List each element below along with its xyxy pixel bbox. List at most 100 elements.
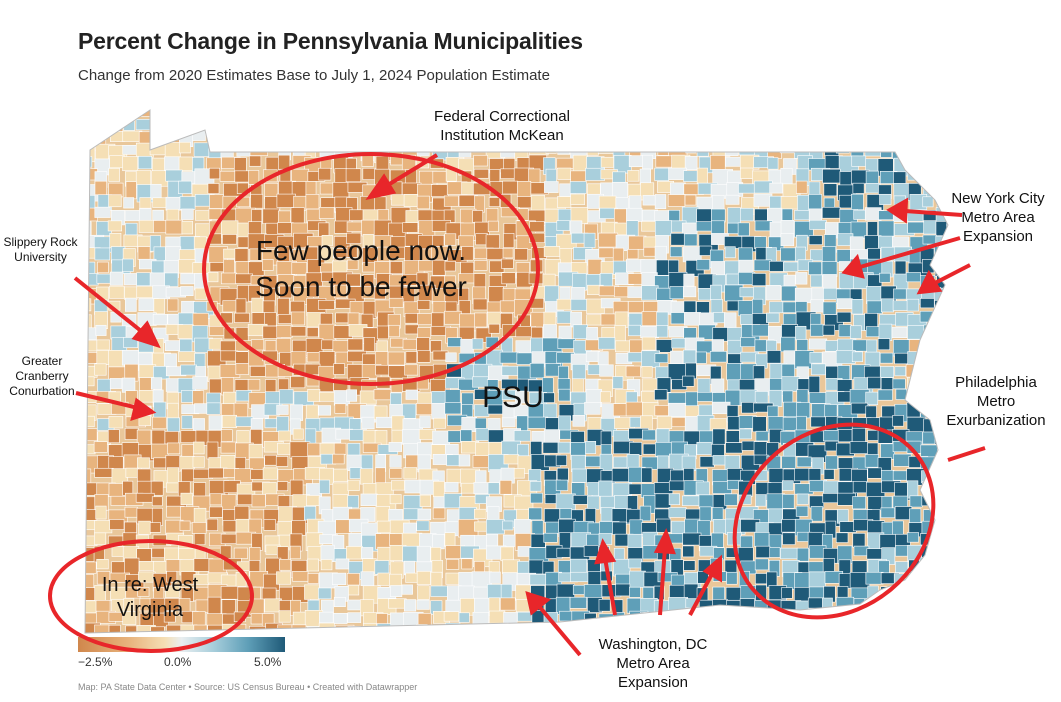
municipality-cell (849, 131, 867, 143)
municipality-cell (727, 637, 738, 647)
municipality-cell (417, 327, 431, 339)
municipality-cell (471, 338, 484, 350)
municipality-cell (782, 118, 801, 130)
municipality-cell (96, 273, 112, 284)
annotation-circles (48, 152, 936, 653)
municipality-cell (557, 441, 571, 454)
municipality-cell (628, 558, 642, 569)
municipality-cell (389, 261, 403, 275)
municipality-cell (375, 640, 388, 652)
municipality-cell (85, 273, 99, 286)
municipality-cell (695, 481, 710, 496)
municipality-cell (880, 638, 895, 654)
municipality-cell (769, 182, 783, 194)
municipality-cell (668, 507, 687, 518)
municipality-cell (656, 428, 670, 444)
municipality-cell (276, 325, 293, 338)
municipality-cell (655, 442, 672, 457)
municipality-cell (192, 390, 205, 406)
municipality-cell (137, 246, 151, 260)
municipality-cell (769, 131, 787, 145)
municipality-cell (877, 389, 893, 401)
municipality-cell (906, 613, 924, 625)
municipality-cell (502, 520, 514, 531)
municipality-cell (600, 622, 612, 633)
municipality-cell (374, 128, 388, 144)
municipality-cell (318, 405, 331, 416)
municipality-cell (404, 364, 419, 376)
municipality-cell (318, 622, 335, 633)
municipality-cell (206, 392, 221, 405)
municipality-cell (849, 325, 862, 339)
municipality-cell (909, 132, 925, 143)
municipality-cell (192, 116, 211, 126)
municipality-cell (222, 414, 237, 428)
municipality-cell (443, 195, 459, 207)
municipality-cell (767, 639, 786, 656)
municipality-cell (781, 285, 798, 302)
municipality-cell (794, 637, 810, 653)
municipality-cell (795, 325, 807, 341)
municipality-cell (641, 467, 653, 483)
municipality-cell (835, 130, 856, 148)
municipality-cell (557, 338, 576, 349)
municipality-cell (922, 155, 937, 166)
municipality-cell (627, 170, 640, 182)
municipality-cell (107, 220, 122, 232)
municipality-cell (375, 467, 386, 486)
municipality-cell (360, 493, 378, 506)
municipality-cell (318, 300, 335, 310)
municipality-cell (584, 612, 597, 630)
municipality-cell (614, 131, 635, 150)
municipality-cell (388, 110, 402, 120)
municipality-cell (765, 116, 780, 131)
municipality-cell (920, 402, 935, 418)
municipality-cell (209, 167, 221, 180)
municipality-cell (222, 520, 237, 533)
municipality-cell (475, 428, 489, 441)
municipality-cell (796, 402, 811, 419)
municipality-cell (794, 287, 814, 304)
municipality-cell (109, 285, 125, 299)
municipality-cell (85, 340, 98, 352)
municipality-cell (347, 129, 359, 147)
municipality-cell (250, 117, 266, 130)
municipality-cell (655, 110, 672, 114)
legend-mid-label: 0.0% (164, 655, 192, 669)
municipality-cell (781, 587, 793, 599)
municipality-cell (668, 402, 687, 418)
municipality-cell (905, 272, 921, 283)
municipality-cell (279, 558, 292, 571)
municipality-cell (543, 392, 555, 403)
municipality-cell (952, 288, 963, 303)
municipality-cell (542, 273, 556, 288)
municipality-cell (499, 351, 520, 364)
municipality-cell (377, 572, 391, 586)
municipality-cell (668, 110, 682, 123)
municipality-cell (796, 339, 809, 352)
municipality-cell (251, 130, 263, 147)
municipality-cell (363, 110, 376, 121)
municipality-cell (249, 365, 267, 377)
municipality-cell (952, 301, 965, 312)
municipality-cell (248, 170, 260, 185)
map-footer: Map: PA State Data Center • Source: US C… (78, 682, 418, 692)
municipality-cell (808, 571, 826, 589)
municipality-cell (85, 428, 98, 442)
municipality-cell (880, 507, 895, 519)
municipality-cell (725, 623, 745, 633)
municipality-cell (570, 558, 588, 574)
municipality-cell (572, 415, 586, 427)
municipality-cell (753, 622, 773, 633)
municipality-cell (655, 155, 673, 168)
municipality-cell (487, 637, 499, 651)
municipality-cell (276, 110, 295, 117)
municipality-cell (389, 455, 402, 468)
municipality-cell (894, 624, 913, 633)
municipality-cell (219, 170, 236, 182)
municipality-cell (738, 183, 756, 194)
municipality-cell (360, 547, 374, 559)
municipality-cell (891, 326, 908, 338)
municipality-cell (836, 110, 856, 122)
municipality-cell (767, 405, 779, 418)
